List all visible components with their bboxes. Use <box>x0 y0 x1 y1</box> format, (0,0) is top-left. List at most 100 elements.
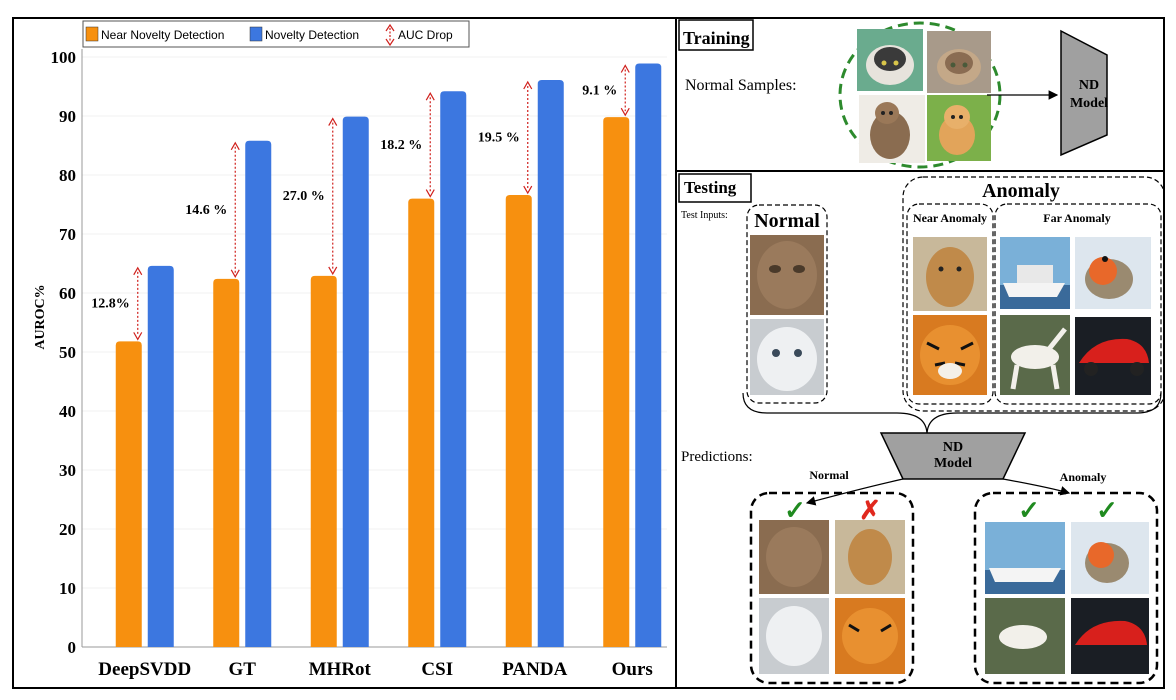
auc-drop-arrowhead <box>620 107 630 117</box>
y-tick-label: 0 <box>68 638 77 657</box>
legend-label-near-novelty: Near Novelty Detection <box>101 28 224 42</box>
bar-novelty-mhrot <box>342 116 369 648</box>
far-anomaly-title: Far Anomaly <box>1043 211 1110 225</box>
training-nd-model-shape <box>1060 29 1108 157</box>
legend-auc-drop-icon <box>385 23 395 47</box>
axis-layer: AUROC% 0 10 20 30 40 50 60 70 80 90 100 <box>33 48 667 657</box>
auc-drop-arrowhead <box>523 185 533 195</box>
predictions-label: Predictions: <box>681 449 753 465</box>
inputs-brace <box>742 392 1162 436</box>
test-horse-image <box>1000 315 1070 395</box>
cat-image-1 <box>857 29 923 91</box>
training-nd-model-label: ND Model <box>1070 78 1108 111</box>
y-tick-label: 60 <box>59 284 76 303</box>
bar-near-novelty-mhrot <box>310 275 337 647</box>
auc-drop-arrowhead <box>523 80 533 90</box>
auc-drop-arrowhead <box>133 266 143 276</box>
y-tick-label: 50 <box>59 343 76 362</box>
pred-anomaly-robin <box>1071 522 1149 594</box>
y-tick-label: 80 <box>59 166 76 185</box>
test-normal-cat-1 <box>750 235 824 315</box>
pred-anomaly-ship <box>985 522 1065 594</box>
auc-drop-arrowhead <box>328 266 338 276</box>
bar-near-novelty-panda <box>505 195 532 647</box>
near-anomaly-title: Near Anomaly <box>913 211 987 225</box>
test-car-image <box>1075 317 1151 395</box>
anomaly-outer-group <box>902 176 1166 412</box>
training-title-box <box>678 19 754 51</box>
auc-drop-arrowhead <box>425 92 435 101</box>
testing-title: Testing <box>684 178 737 197</box>
bar-novelty-panda <box>537 80 564 647</box>
auc-drop-layer: 12.8% 14.6 % 27.0 % 18.2 % 19.5 % 9.1 % <box>91 64 630 341</box>
test-normal-cat-2 <box>750 319 824 395</box>
x-tick-label: GT <box>229 659 257 680</box>
y-tick-label: 90 <box>59 107 76 126</box>
cat-image-3 <box>859 95 925 163</box>
bar-near-novelty-csi <box>408 198 435 647</box>
auc-drop-label: 12.8% <box>91 297 130 312</box>
pred-normal-cat-1 <box>759 520 829 594</box>
bar-novelty-ours <box>635 63 662 648</box>
bar-novelty-gt <box>245 140 272 647</box>
legend: Near Novelty Detection Novelty Detection… <box>82 20 470 48</box>
x-tick-label: Ours <box>612 659 653 680</box>
bar-novelty-deepsvdd <box>147 265 174 647</box>
auc-drop-label: 18.2 % <box>380 138 422 153</box>
testing-title-box <box>678 173 752 203</box>
auc-drop-label: 19.5 % <box>478 131 520 146</box>
check-icon: ✓ <box>784 496 806 525</box>
y-tick-label: 20 <box>59 520 76 539</box>
near-anomaly-group <box>906 203 994 405</box>
auc-drop-arrowhead <box>328 117 338 126</box>
pred-normal-label: Normal <box>809 468 849 482</box>
cross-icon: ✗ <box>859 496 881 525</box>
training-title: Training <box>683 28 750 48</box>
grid-layer <box>82 56 667 589</box>
training-testing-diagram: Training Normal Samples: ND Model <box>677 19 1166 685</box>
bar-novelty-csi <box>440 91 467 648</box>
bar-near-novelty-ours <box>603 117 630 648</box>
check-icon: ✓ <box>1096 496 1118 525</box>
pred-anomaly-horse <box>985 598 1065 674</box>
legend-label-novelty: Novelty Detection <box>265 28 359 42</box>
auc-drop-arrowhead <box>425 189 435 198</box>
legend-swatch-near-novelty <box>85 26 99 42</box>
auc-drop-arrowhead <box>133 332 143 341</box>
legend-swatch-novelty <box>249 26 263 42</box>
bars-layer <box>115 63 662 648</box>
cat-image-2 <box>927 31 991 93</box>
auc-drop-label: 14.6 % <box>185 203 227 218</box>
test-lioness-image <box>913 237 987 311</box>
bar-chart-panel: AUROC% 0 10 20 30 40 50 60 70 80 90 100 12.8% 14.6 … <box>12 17 675 689</box>
training-cat-images <box>857 29 991 163</box>
cat-image-4 <box>927 95 991 161</box>
x-tick-label: PANDA <box>502 659 567 680</box>
y-axis-label: AUROC% <box>33 284 48 349</box>
auc-drop-arrowhead <box>230 141 240 151</box>
auc-drop-label: 9.1 % <box>582 83 617 98</box>
auc-drop-arrowhead <box>230 269 240 279</box>
y-tick-label: 10 <box>59 579 76 598</box>
pred-arrow-normal <box>805 478 904 506</box>
test-inputs-label: Test Inputs: <box>681 210 728 221</box>
legend-label-auc-drop: AUC Drop <box>398 28 453 42</box>
anomaly-group-title: Anomaly <box>982 180 1060 202</box>
y-tick-label: 30 <box>59 461 76 480</box>
pred-anomaly-group <box>973 491 1159 685</box>
bar-near-novelty-deepsvdd <box>115 341 142 647</box>
x-tick-label: CSI <box>421 659 453 680</box>
pred-anomaly-label: Anomaly <box>1060 470 1107 484</box>
figure-frame <box>12 17 1165 689</box>
pred-normal-tiger <box>835 598 905 674</box>
test-ship-image <box>1000 237 1070 309</box>
x-tick-layer: DeepSVDD GT MHRot CSI PANDA Ours <box>98 659 653 680</box>
far-anomaly-group <box>994 203 1162 405</box>
test-tiger-image <box>913 315 987 395</box>
x-tick-label: DeepSVDD <box>98 659 191 680</box>
pred-normal-lioness <box>835 520 905 594</box>
y-tick-label: 70 <box>59 225 76 244</box>
check-icon: ✓ <box>1018 496 1040 525</box>
normal-samples-label: Normal Samples: <box>685 77 797 94</box>
normal-test-group <box>746 204 828 404</box>
